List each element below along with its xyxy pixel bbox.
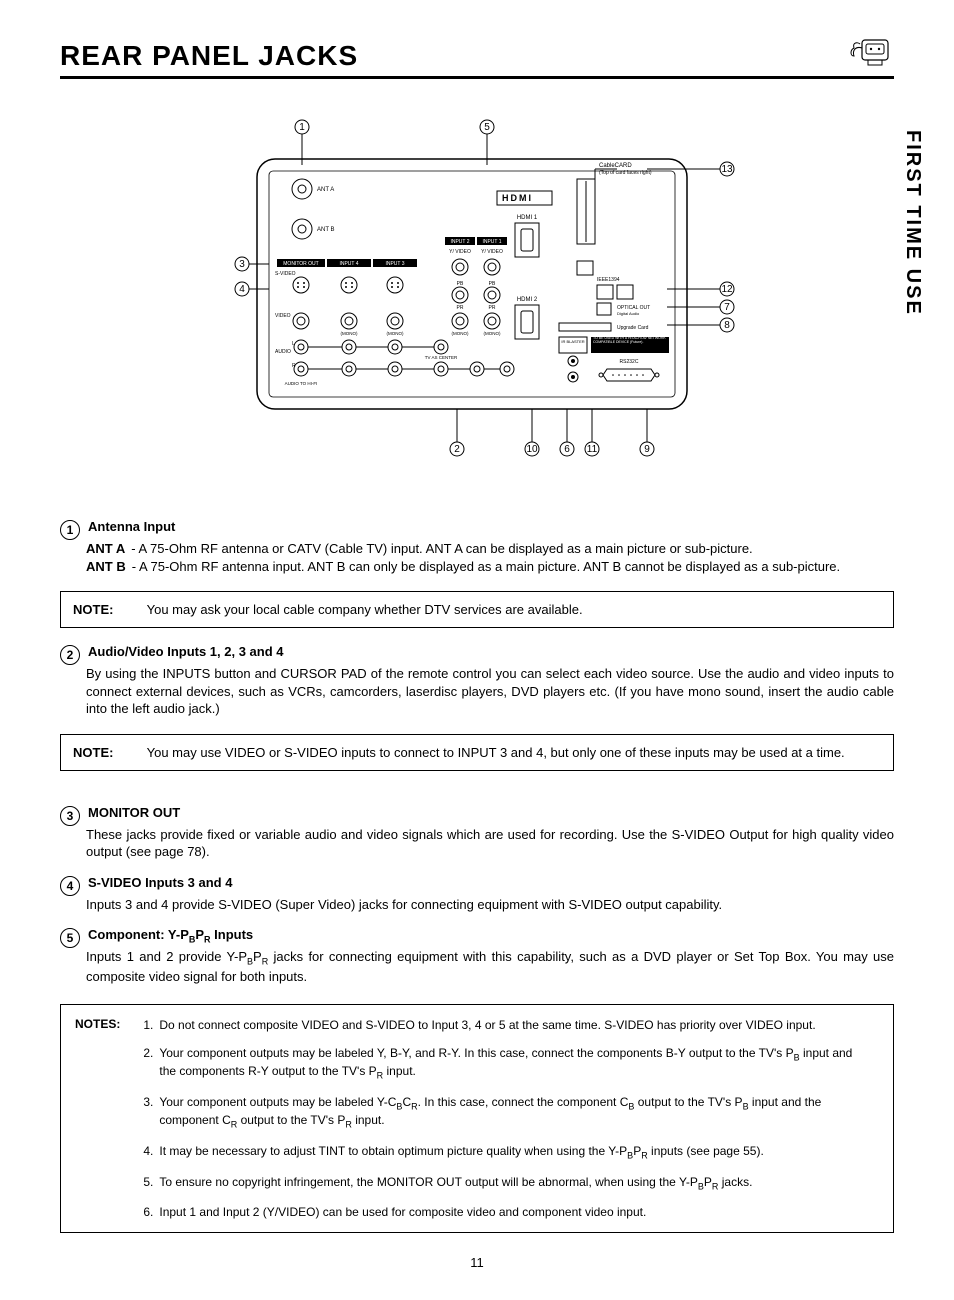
lbl-mono-4: (MONO) [341, 331, 358, 336]
rear-panel-diagram: 1 5 13 3 4 12 7 [197, 109, 757, 479]
item-5: 5 Component: Y-PBPR Inputs Inputs 1 and … [60, 927, 894, 985]
item-5-body: Inputs 1 and 2 provide Y-PBPR jacks for … [86, 948, 894, 985]
hdr-monitor-out: MONITOR OUT [283, 261, 318, 267]
item-4: 4 S-VIDEO Inputs 3 and 4 Inputs 3 and 4 … [60, 875, 894, 914]
hdr-input1: INPUT 1 [482, 239, 501, 245]
lbl-yvideo-2: Y/ VIDEO [449, 249, 471, 255]
note-t4: It may be necessary to adjust TINT to ob… [159, 1143, 763, 1162]
lbl-pr-2: PR [457, 305, 464, 311]
note-box-2: NOTE: You may use VIDEO or S-VIDEO input… [60, 734, 894, 771]
port-cablecard-note: (Top of card faces right) [599, 170, 652, 176]
ant-b-text: - A 75-Ohm RF antenna input. ANT B can o… [132, 558, 840, 576]
callout-3: 3 [239, 259, 245, 270]
note-t3: Your component outputs may be labeled Y-… [159, 1094, 872, 1131]
lbl-upgrade: Upgrade Card [617, 325, 649, 331]
item-3-num: 3 [60, 806, 80, 826]
row-audio: AUDIO [275, 349, 291, 355]
manual-mascot-icon [844, 30, 894, 75]
callout-12: 12 [721, 284, 733, 295]
item-4-body: Inputs 3 and 4 provide S-VIDEO (Super Vi… [86, 896, 894, 914]
ant-b-label: ANT B [86, 558, 126, 576]
callout-5: 5 [484, 122, 490, 133]
lbl-avnet: TO BE USED WITH A HITACHI AV NETWORK COM… [593, 337, 667, 345]
lbl-mono-1: (MONO) [484, 331, 501, 336]
hdr-input4: INPUT 4 [339, 261, 358, 267]
port-hdmi2: HDMI 2 [517, 297, 538, 303]
item-3: 3 MONITOR OUT These jacks provide fixed … [60, 805, 894, 861]
note-1-text: You may ask your local cable company whe… [147, 602, 875, 617]
lbl-pb-1: PB [489, 281, 496, 287]
lbl-ir: IR BLASTER [561, 339, 584, 344]
note-t2: Your component outputs may be labeled Y,… [159, 1045, 872, 1082]
item-2-title: Audio/Video Inputs 1, 2, 3 and 4 [88, 644, 284, 659]
lbl-pr-1: PR [489, 305, 496, 311]
lbl-audio-hifi: AUDIO TO HI-FI [285, 381, 318, 386]
title-rule [60, 76, 894, 79]
note-t5: To ensure no copyright infringement, the… [159, 1174, 752, 1193]
item-4-num: 4 [60, 876, 80, 896]
callout-6: 6 [564, 444, 570, 455]
note-t1: Do not connect composite VIDEO and S-VID… [159, 1017, 815, 1033]
callout-11: 11 [587, 444, 598, 455]
lbl-rs232c: RS232C [620, 359, 639, 365]
hdmi-logo: HDMI [502, 193, 533, 203]
callout-9: 9 [644, 444, 650, 455]
item-1: 1 Antenna Input ANT A - A 75-Ohm RF ante… [60, 519, 894, 575]
page-number: 11 [60, 1255, 894, 1270]
item-2-body: By using the INPUTS button and CURSOR PA… [86, 665, 894, 718]
port-hdmi1: HDMI 1 [517, 215, 538, 221]
callout-2: 2 [454, 444, 460, 455]
row-video: VIDEO [275, 313, 291, 319]
note-n2: 2. [143, 1045, 153, 1082]
item-4-title: S-VIDEO Inputs 3 and 4 [88, 875, 232, 890]
ant-a-text: - A 75-Ohm RF antenna or CATV (Cable TV)… [131, 540, 752, 558]
lbl-yvideo-1: Y/ VIDEO [481, 249, 503, 255]
lbl-ieee1394: IEEE1394 [597, 277, 620, 283]
callout-1: 1 [299, 122, 305, 133]
item-5-num: 5 [60, 928, 80, 948]
lbl-pb-2: PB [457, 281, 464, 287]
callout-8: 8 [724, 320, 730, 331]
lbl-tv-center: TV AS CENTER [425, 355, 458, 360]
note-n5: 5. [143, 1174, 153, 1193]
item-5-title: Component: Y-PBPR Inputs [88, 927, 253, 945]
note-2-label: NOTE: [73, 745, 143, 760]
callout-10: 10 [526, 444, 538, 455]
port-ant-a: ANT A [317, 187, 334, 193]
port-ant-b: ANT B [317, 227, 335, 233]
note-n3: 3. [143, 1094, 153, 1131]
callout-7: 7 [724, 302, 730, 313]
page-title: REAR PANEL JACKS [60, 40, 894, 72]
note-n4: 4. [143, 1143, 153, 1162]
item-3-title: MONITOR OUT [88, 805, 180, 820]
port-cablecard: CableCARD [599, 163, 632, 169]
item-1-title: Antenna Input [88, 519, 175, 534]
lbl-optical-sub: Digital Audio [617, 311, 640, 316]
note-t6: Input 1 and Input 2 (Y/VIDEO) can be use… [159, 1204, 646, 1220]
notes-multi-label: NOTES: [75, 1017, 140, 1031]
notes-multi: NOTES: 1. Do not connect composite VIDEO … [60, 1004, 894, 1234]
item-1-num: 1 [60, 520, 80, 540]
ant-a-label: ANT A [86, 540, 125, 558]
item-2-num: 2 [60, 645, 80, 665]
note-2-text: You may use VIDEO or S-VIDEO inputs to c… [147, 745, 875, 760]
hdr-input2: INPUT 2 [450, 239, 469, 245]
section-tab: FIRST TIME USE [901, 130, 924, 316]
item-3-body: These jacks provide fixed or variable au… [86, 826, 894, 861]
hdr-input3: INPUT 3 [385, 261, 404, 267]
note-n1: 1. [143, 1017, 153, 1033]
callout-13: 13 [721, 164, 733, 175]
note-1-label: NOTE: [73, 602, 143, 617]
item-2: 2 Audio/Video Inputs 1, 2, 3 and 4 By us… [60, 644, 894, 718]
lbl-mono-3: (MONO) [387, 331, 404, 336]
note-n6: 6. [143, 1204, 153, 1220]
callout-4: 4 [239, 284, 245, 295]
lbl-mono-2: (MONO) [452, 331, 469, 336]
row-svideo: S-VIDEO [275, 271, 296, 277]
note-box-1: NOTE: You may ask your local cable compa… [60, 591, 894, 628]
